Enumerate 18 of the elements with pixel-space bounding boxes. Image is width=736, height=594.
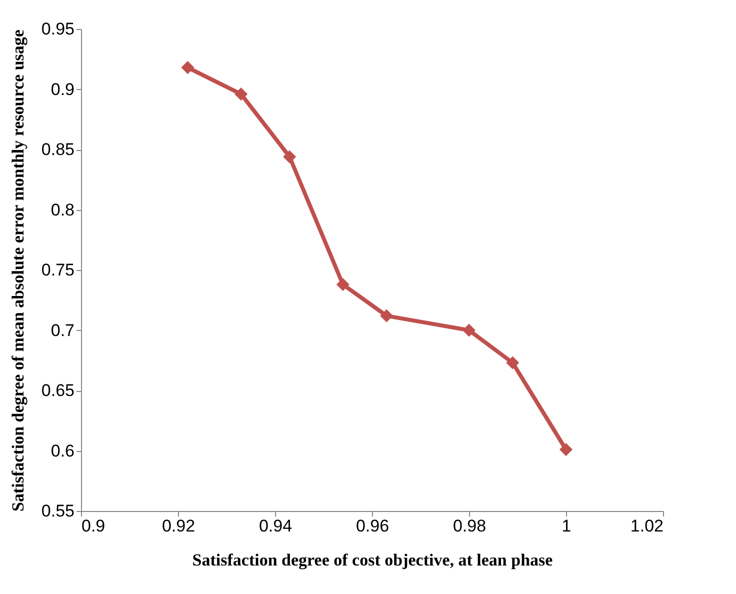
y-tick-label: 0.7	[50, 320, 74, 340]
x-tick-label: 0.9	[82, 516, 106, 536]
x-tick-label: 0.96	[356, 516, 390, 536]
y-tick-label: 0.75	[41, 260, 74, 280]
y-tick-label: 0.95	[41, 20, 74, 38]
x-axis-title: Satisfaction degree of cost objective, at lean phase	[192, 550, 554, 570]
y-tick-label: 0.55	[41, 502, 74, 520]
x-tick-label: 0.92	[162, 516, 196, 536]
x-tick-label: 1.02	[630, 516, 664, 536]
y-axis-title: Satisfaction degree of mean absolute error monthly resource usage	[8, 29, 28, 512]
y-tick-label: 0.8	[50, 200, 74, 220]
x-tick-label: 0.98	[452, 516, 486, 536]
y-tick-label: 0.85	[41, 140, 74, 159]
x-tick-label: 0.94	[258, 516, 292, 536]
y-tick-label: 0.65	[41, 381, 74, 400]
y-tick-label: 0.9	[50, 80, 74, 99]
x-tick-label: 1	[562, 516, 572, 536]
y-tick-label: 0.6	[50, 441, 74, 460]
